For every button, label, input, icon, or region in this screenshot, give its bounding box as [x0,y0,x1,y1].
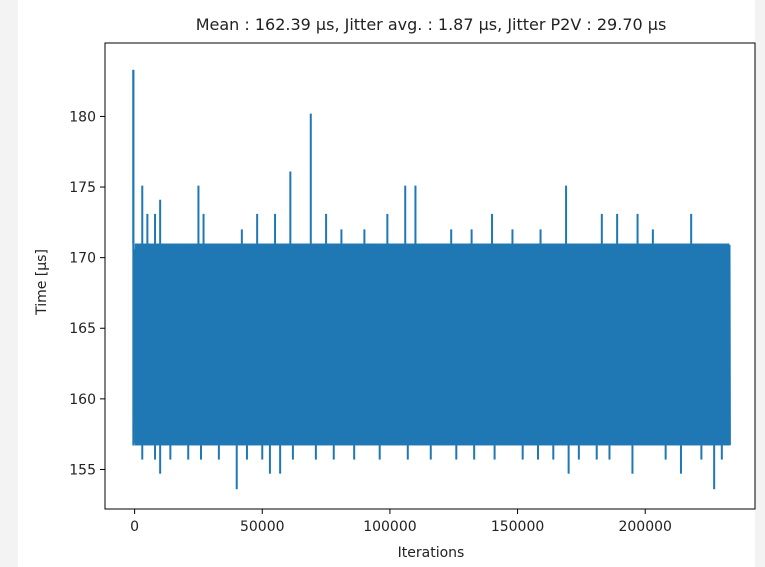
x-axis-label: Iterations [398,545,465,561]
y-axis: 155 160 165 170 175 180 [69,109,105,478]
y-tick-label: 170 [69,251,96,267]
x-tick-label: 50000 [240,519,285,535]
series-band [134,243,730,446]
y-axis-label: Time [µs] [34,249,50,316]
x-tick-label: 100000 [363,519,416,535]
x-tick-label: 0 [130,519,139,535]
y-tick-label: 155 [69,462,96,478]
y-tick-label: 160 [69,392,96,408]
y-tick-label: 165 [69,321,96,337]
y-tick-label: 180 [69,109,96,125]
right-margin-strip [755,0,765,567]
y-tick-label: 175 [69,180,96,196]
x-tick-label: 150000 [491,519,544,535]
x-tick-label: 200000 [618,519,671,535]
chart-title: Mean : 162.39 µs, Jitter avg. : 1.87 µs,… [196,15,667,34]
plot-area [132,69,731,490]
left-margin-strip [0,0,18,567]
plot-frame [104,42,756,510]
x-axis: 0 50000 100000 150000 200000 [130,509,672,535]
